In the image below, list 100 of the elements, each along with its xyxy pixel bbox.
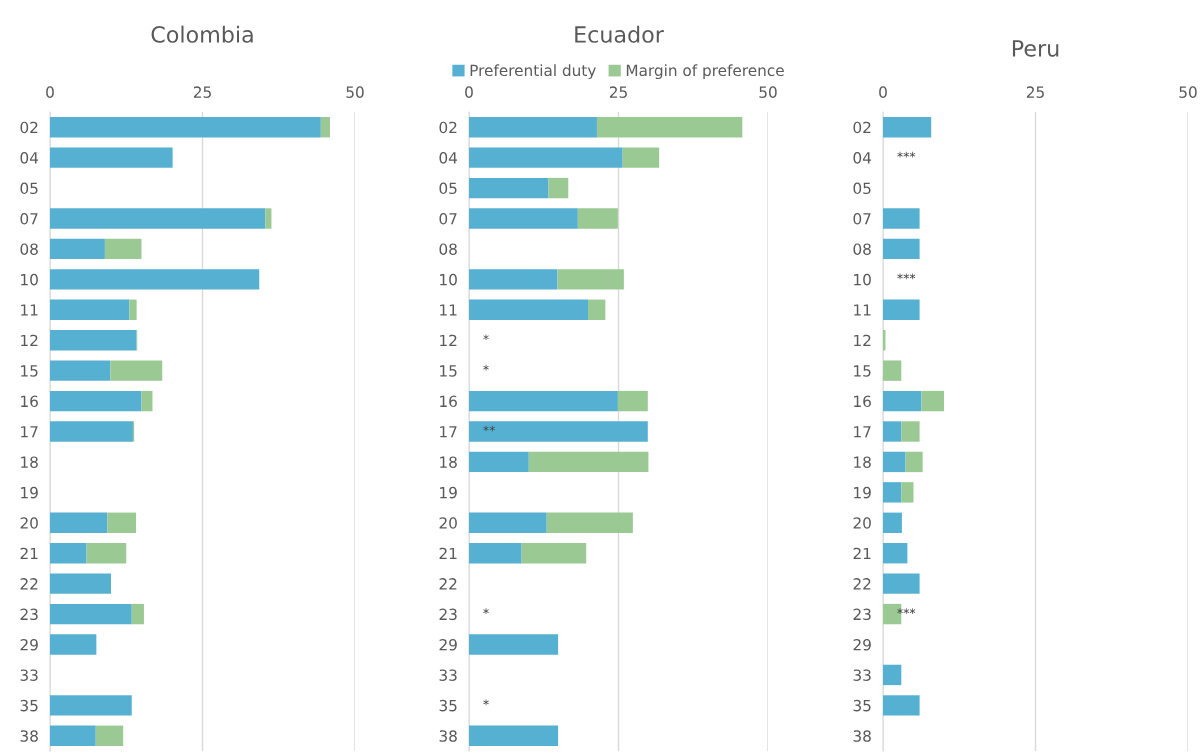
y-tick-label: 10: [854, 273, 871, 286]
y-tick-label: 33: [20, 669, 38, 681]
y-tick-label: 07: [853, 212, 871, 225]
y-tick-label: 22: [20, 578, 38, 590]
bar: [883, 482, 902, 503]
bar: [905, 451, 923, 473]
y-tick-label: 04: [20, 152, 39, 164]
x-tick-label: 0: [465, 86, 473, 98]
y-tick-label: 08: [853, 243, 871, 255]
y-tick-label: 05: [853, 182, 871, 195]
y-tick-label: 02: [439, 121, 457, 134]
bar: [883, 451, 906, 473]
bar: [622, 147, 660, 168]
bar: [469, 725, 559, 746]
bar: [107, 512, 137, 533]
bar: [50, 238, 105, 260]
y-tick-label: 35: [439, 699, 457, 712]
y-tick-label: 02: [853, 121, 871, 134]
y-tick-label: 21: [439, 547, 457, 560]
bar: [265, 208, 272, 229]
bar: [50, 330, 137, 351]
bar: [95, 725, 124, 746]
bar: [50, 603, 132, 625]
y-tick-label: 05: [20, 182, 38, 195]
bar: [469, 299, 588, 320]
y-tick-label: 10: [440, 273, 457, 286]
bar: [320, 117, 330, 138]
bar: [883, 390, 922, 412]
y-tick-label: 04: [439, 152, 458, 164]
bar: [50, 695, 132, 716]
legend-label: Preferential duty: [470, 64, 596, 80]
y-tick-label: 17: [440, 426, 457, 438]
bar: [469, 634, 559, 655]
bar: [50, 725, 96, 746]
y-tick-label: 18: [440, 456, 457, 468]
y-tick-label: 04: [853, 152, 872, 164]
y-tick-label: 23: [20, 608, 38, 621]
text: *: [483, 608, 489, 614]
y-tick-label: 20: [439, 517, 457, 529]
y-tick-label: 17: [854, 426, 871, 438]
bar: [883, 664, 902, 686]
bar: [883, 543, 908, 564]
y-tick-label: 38: [20, 730, 38, 742]
bar: [141, 390, 153, 412]
y-tick-label: 11: [21, 304, 38, 316]
y-tick-label: 35: [853, 699, 871, 712]
text: *: [483, 334, 489, 341]
y-tick-label: 19: [440, 486, 457, 499]
bar: [469, 390, 618, 412]
bar: [596, 117, 743, 138]
text: ***: [897, 273, 916, 280]
bar: [883, 360, 902, 381]
bar: [50, 360, 111, 381]
y-tick-label: 23: [853, 608, 871, 621]
bar: [901, 482, 914, 503]
bar: [883, 117, 932, 138]
x-tick-label: 50: [1179, 86, 1197, 98]
x-tick-label: 50: [346, 86, 364, 98]
chart-title: Peru: [1012, 40, 1059, 57]
bar: [577, 208, 618, 229]
y-tick-label: 16: [21, 395, 38, 408]
bar: [50, 543, 87, 564]
y-tick-label: 12: [21, 334, 38, 347]
bar: [50, 512, 108, 533]
bar: [131, 603, 144, 625]
y-tick-label: 29: [20, 638, 38, 651]
y-tick-label: 18: [21, 456, 38, 468]
y-tick-label: 11: [854, 304, 871, 316]
y-tick-label: 12: [440, 334, 457, 347]
bar: [50, 634, 97, 655]
bar: [588, 299, 606, 320]
bar: [548, 177, 569, 199]
y-tick-label: 11: [440, 304, 457, 316]
bar: [883, 299, 920, 320]
bar: [104, 238, 142, 260]
y-tick-label: 19: [854, 486, 871, 499]
y-tick-label: 20: [853, 517, 871, 529]
y-tick-label: 15: [854, 365, 871, 377]
y-tick-label: 38: [853, 730, 871, 742]
bar: [883, 421, 902, 442]
y-tick-label: 21: [20, 547, 38, 560]
bar: [883, 238, 920, 260]
bar: [50, 208, 266, 229]
bar: [883, 512, 902, 533]
y-tick-label: 15: [440, 365, 457, 377]
bar: [50, 147, 173, 168]
y-tick-label: 15: [21, 365, 38, 377]
y-tick-label: 16: [440, 395, 457, 408]
y-tick-label: 23: [439, 608, 457, 621]
bar: [469, 208, 578, 229]
bar: [557, 269, 624, 290]
x-tick-label: 0: [879, 86, 887, 98]
bar: [469, 451, 529, 473]
bar: [50, 299, 130, 320]
y-tick-label: 17: [21, 426, 38, 438]
data-label: **: [483, 425, 496, 432]
y-tick-label: 16: [854, 395, 871, 408]
bar: [50, 117, 321, 138]
bar: [50, 421, 133, 442]
bar: [469, 421, 648, 442]
